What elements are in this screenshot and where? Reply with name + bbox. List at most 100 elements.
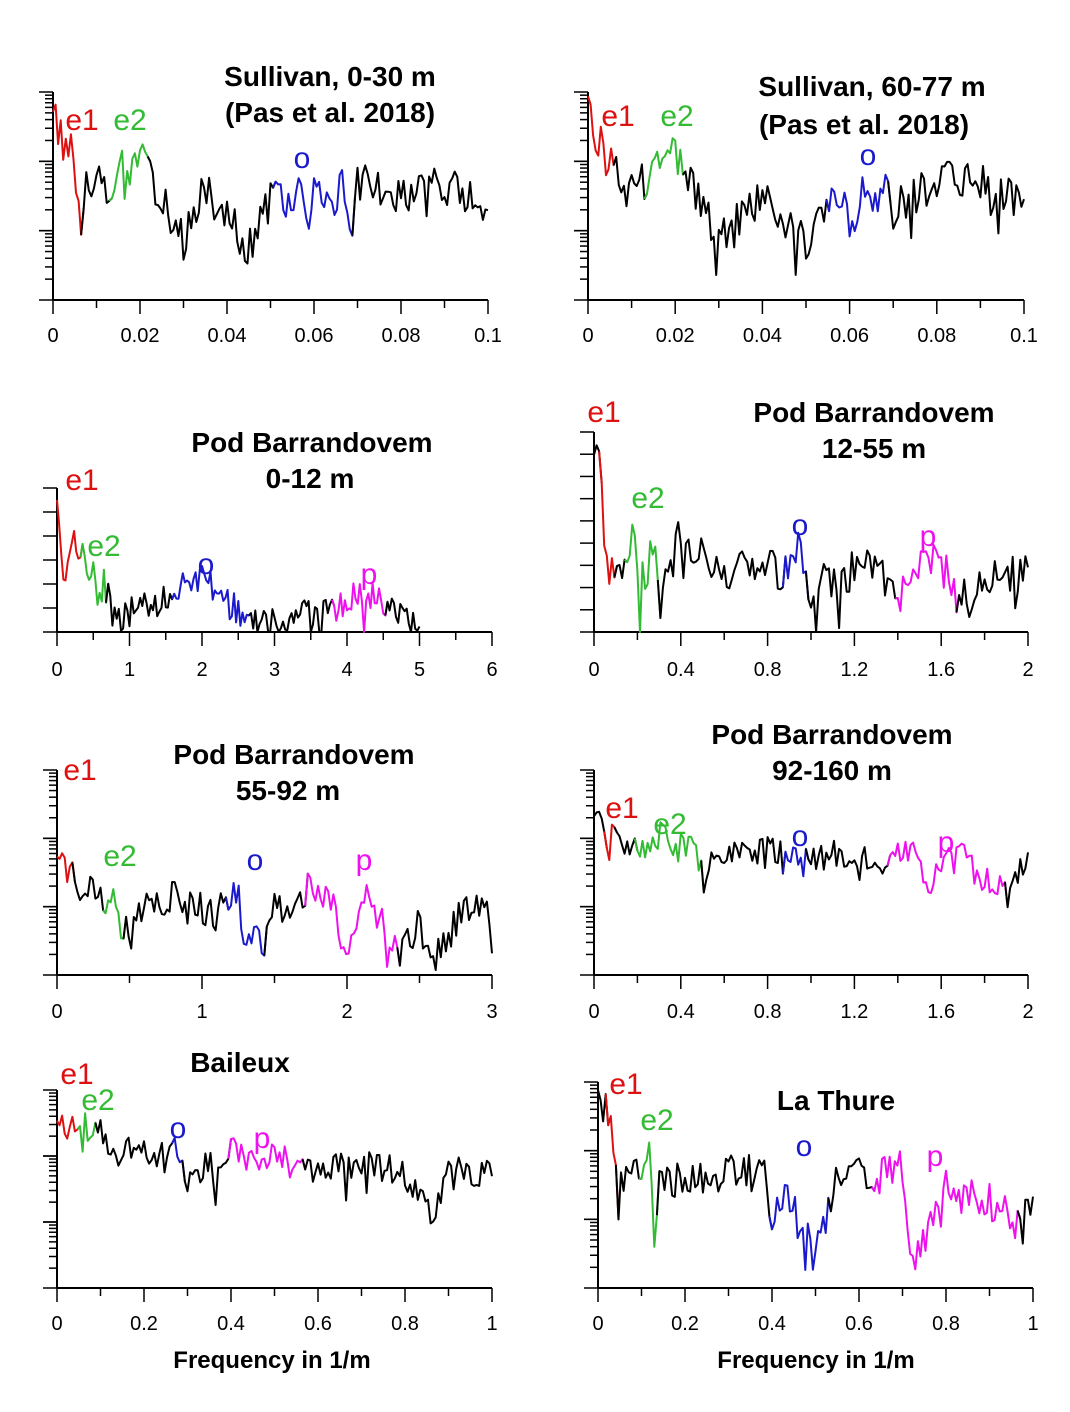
spectrum-line [612, 156, 648, 208]
x-tick-label: 0.8 [391, 1313, 419, 1335]
panel-title: La Thure [777, 1085, 895, 1116]
x-ticks: 0 1 2 3 [51, 975, 498, 1023]
band-label-e1: e1 [587, 396, 620, 429]
spectrum-line [80, 165, 113, 235]
x-tick-label: 1 [486, 1313, 497, 1335]
band-p-line [304, 872, 401, 968]
spectrum-line [887, 160, 1025, 240]
x-tick-label: 0.1 [474, 325, 502, 347]
y-ticks [574, 91, 588, 301]
spectrum-trace [593, 444, 1029, 633]
band-e2-line [633, 821, 705, 893]
panel-title: Pod Barrandovem [191, 427, 432, 458]
band-o-line [171, 565, 252, 627]
spectrum-trace [56, 852, 493, 971]
band-label-e1: e1 [63, 754, 96, 787]
spectrum-trace [593, 810, 1029, 909]
spectrum-trace [52, 103, 489, 265]
panel-pod-92-160: Pod Barrandovem 92-160 m 0 0.4 0.8 1.2 1.6 2 e1 e… [580, 719, 1034, 1023]
x-tick-label: 1 [1027, 1313, 1038, 1335]
panel-title: Baileux [190, 1047, 290, 1078]
band-p-line [895, 543, 961, 614]
band-e2-line [643, 137, 687, 200]
x-ticks: 0 0.02 0.04 0.06 0.08 0.1 [582, 300, 1038, 347]
x-tick-label: 0.4 [667, 1001, 695, 1023]
x-tick-label: 2 [196, 659, 207, 681]
band-label-e1: e1 [60, 1058, 93, 1091]
x-ticks: 0 0.2 0.4 0.6 0.8 1 [592, 1288, 1039, 1335]
band-p-line [886, 840, 1009, 908]
band-label-o: o [294, 142, 311, 175]
x-tick-label: 3 [269, 659, 280, 681]
x-ticks: 0 0.02 0.04 0.06 0.08 0.1 [47, 300, 502, 347]
band-o-line [825, 173, 892, 238]
x-tick-label: 5 [414, 659, 425, 681]
band-label-o: o [860, 139, 877, 172]
x-tick-label: 0.02 [656, 325, 695, 347]
y-ticks [39, 91, 53, 301]
x-ticks: 0 0.4 0.8 1.2 1.6 2 [588, 632, 1034, 681]
band-label-e1: e1 [65, 464, 98, 497]
x-tick-label: 1 [124, 659, 135, 681]
band-label-e1: e1 [65, 104, 98, 137]
panel-title: 92-160 m [772, 755, 892, 786]
band-label-p: p [927, 1140, 944, 1173]
band-label-e2: e2 [113, 104, 146, 137]
band-e1-line [598, 451, 618, 585]
spectrum-line [804, 549, 898, 633]
spectrum-line [700, 836, 787, 894]
band-o-line [781, 846, 810, 878]
panel-title: (Pas et al. 2018) [759, 109, 969, 140]
panel-sullivan-60-77: Sullivan, 60-77 m(Pas et al. 2018)0 0.02 0… [574, 71, 1038, 347]
panel-pod-55-92: Pod Barrandovem 55-92 m 0 1 2 3 e1 e2 o p [43, 739, 498, 1023]
y-ticks [580, 431, 594, 633]
spectrum-line [263, 873, 309, 956]
x-ticks: 0 0.4 0.8 1.2 1.6 2 [588, 975, 1034, 1023]
band-label-e2: e2 [87, 530, 120, 563]
band-p-line [870, 1150, 1022, 1271]
band-label-p: p [920, 520, 937, 553]
panel-title: 12-55 m [822, 433, 926, 464]
spectrum-line [146, 156, 277, 265]
spectrum-trace [587, 96, 1025, 276]
y-ticks [580, 769, 594, 976]
x-tick-label: 1.2 [840, 1001, 868, 1023]
y-ticks [584, 1081, 598, 1289]
spectrum-line [613, 558, 628, 580]
x-tick-label: 0.1 [1010, 325, 1038, 347]
band-label-e1: e1 [605, 792, 638, 825]
panel-pod-12-55: Pod Barrandovem 12-55 m 0 0.4 0.8 1.2 1.6 2 e1 e2… [580, 396, 1034, 681]
x-tick-label: 0 [588, 659, 599, 681]
spectrum-trace [56, 1112, 493, 1225]
band-label-p: p [361, 558, 378, 591]
band-label-e2: e2 [631, 482, 664, 515]
y-ticks [43, 769, 57, 976]
band-e1-line [56, 499, 84, 582]
x-tick-label: 2 [341, 1001, 352, 1023]
band-label-e2: e2 [640, 1104, 673, 1137]
x-tick-label: 0.8 [754, 659, 782, 681]
x-tick-label: 0 [51, 659, 62, 681]
x-axis-label: Frequency in 1/m [173, 1347, 370, 1374]
x-ticks: 0 0.2 0.4 0.6 0.8 1 [51, 1288, 498, 1335]
spectrum-line [613, 826, 639, 856]
band-label-e1: e1 [609, 1068, 642, 1101]
band-label-o: o [247, 844, 264, 877]
panel-title: 0-12 m [266, 463, 355, 494]
x-tick-label: 4 [341, 659, 352, 681]
band-label-o: o [792, 509, 809, 542]
spectrum-line [656, 521, 787, 619]
panel-pod-0-12: Pod Barrandovem 0-12 m 0 1 2 3 4 5 6 e1 e2 o p [43, 427, 498, 681]
band-e2-line [638, 1141, 661, 1248]
band-label-o: o [792, 820, 809, 853]
band-o-line [781, 531, 810, 600]
band-o-line [768, 1184, 832, 1271]
spectrum-line [682, 166, 831, 276]
x-tick-label: 0.8 [932, 1313, 960, 1335]
band-e2-line [623, 523, 662, 633]
band-p-line [331, 582, 389, 633]
x-tick-label: 0.6 [845, 1313, 873, 1335]
band-label-p: p [254, 1122, 271, 1155]
x-tick-label: 0 [592, 1313, 603, 1335]
